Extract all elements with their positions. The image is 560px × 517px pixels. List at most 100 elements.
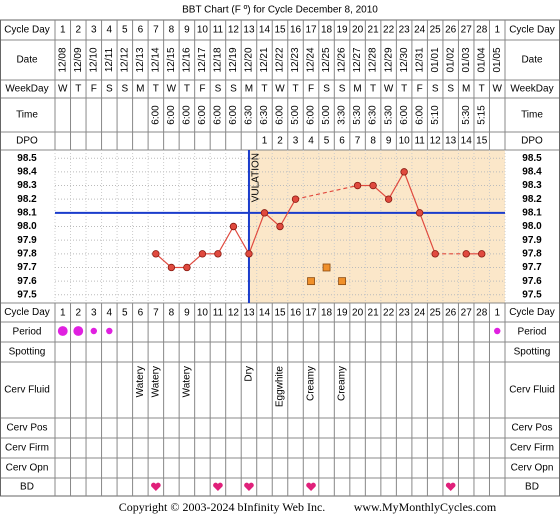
y-tick-label: 98.5 [522,153,542,164]
cycle-day: 18 [321,308,333,319]
date: 12/17 [197,47,208,72]
y-tick-label: 98.5 [17,153,37,164]
cycle-day: 7 [153,25,159,36]
cycle-day: 10 [197,308,209,319]
date: 12/14 [151,47,162,72]
time: 6:00 [197,105,208,125]
cycle-day: 7 [153,308,159,319]
y-tick-label: 98.4 [522,166,542,177]
cycle-day: 2 [75,308,81,319]
dpo: 14 [461,136,473,147]
cycle-day: 19 [337,25,349,36]
date: 12/31 [414,47,425,72]
cycle-day: 12 [228,308,240,319]
cycle-day: 1 [494,25,500,36]
row-label: Cerv Pos [6,423,47,434]
period-dot [57,326,68,336]
dpo: 1 [262,136,268,147]
y-tick-label: 98.3 [17,180,37,191]
weekday: W [275,84,285,95]
weekday: T [370,84,376,95]
cycle-day: 26 [445,25,457,36]
dpo: 8 [370,136,376,147]
temp-point [478,250,486,258]
site-link[interactable]: www.MyMonthlyCycles.com [354,500,497,514]
weekday: W [493,84,503,95]
copyright: Copyright © 2003-2024 bInfinity Web Inc. [119,500,326,514]
temp-point [198,250,207,258]
cycle-day: 15 [274,308,286,319]
cycle-day: 21 [368,308,380,319]
cycle-day: 13 [243,25,255,36]
time: 6:00 [306,105,317,125]
temp-point [214,250,222,258]
temp-point [260,209,269,217]
temp-point [462,250,470,258]
ovulation-label: VULATION [251,153,262,202]
row-label: Cerv Fluid [509,385,555,396]
time: 6:30 [368,105,379,125]
temp-segment [388,171,405,200]
time: 6:00 [166,105,177,125]
cycle-day: 27 [461,25,473,36]
row-label: Date [521,55,543,66]
weekday: S [323,84,330,95]
y-tick-label: 97.6 [17,276,37,287]
temp-point [400,168,408,176]
cycle-day: 28 [476,308,488,319]
temp-point [276,222,284,231]
date: 12/09 [73,47,84,72]
weekday: F [199,84,205,95]
date: 12/16 [182,47,193,72]
date: 12/22 [275,47,286,72]
period-dot [73,326,84,336]
discarded-temp [322,263,331,272]
weekday: T [401,84,407,95]
temp-segment [232,226,250,255]
temp-segment [419,212,436,255]
cycle-day: 4 [107,25,113,36]
cycle-day: 12 [228,25,240,36]
dpo: 9 [386,136,392,147]
weekday: T [184,84,190,95]
temp-point [384,195,393,203]
date: 12/29 [383,47,394,72]
date: 12/24 [306,47,317,72]
cerv-fluid: Watery [182,366,193,397]
date: 12/15 [166,47,177,72]
cycle-day: 4 [107,308,113,319]
time: 6:00 [275,105,286,125]
time: 6:00 [414,105,425,125]
row-label: Cycle Day [509,25,555,36]
date: 01/03 [461,47,472,72]
date: 12/11 [104,47,115,72]
y-tick-label: 98.1 [522,207,542,218]
cycle-day: 16 [290,308,302,319]
y-tick-label: 98.0 [17,221,37,232]
cerv-fluid: Dry [244,366,255,382]
row-label: Spotting [514,347,551,358]
cerv-fluid: Watery [151,366,162,397]
y-tick-label: 97.8 [17,248,37,259]
cycle-day: 8 [169,308,175,319]
row-label: Cerv Fluid [4,385,50,396]
weekday: S [432,84,439,95]
temp-segment [403,171,421,214]
weekday: M [136,84,144,95]
cycle-day: 3 [91,308,97,319]
cycle-day: 23 [399,25,411,36]
cycle-day: 1 [60,308,66,319]
temp-point [167,263,176,272]
temp-point [229,222,238,231]
cycle-day: 1 [60,25,66,36]
time: 5:10 [430,105,441,125]
period-dot [90,327,97,335]
bd-heart [445,482,456,491]
time: 6:00 [228,105,239,125]
cycle-day: 11 [213,25,224,36]
date: 12/08 [57,47,68,72]
row-label: WeekDay [5,84,48,95]
cycle-day: 14 [259,25,271,36]
date: 12/23 [290,47,301,72]
